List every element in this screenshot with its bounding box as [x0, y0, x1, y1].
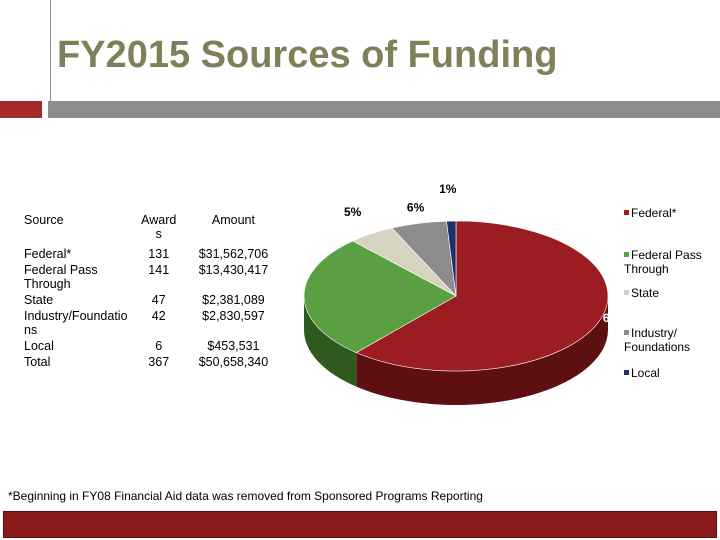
table-row: State 47 $2,381,089 [19, 292, 282, 308]
legend-label: Federal Pass Through [624, 248, 702, 276]
legend-swatch [624, 252, 629, 257]
slide-title: FY2015 Sources of Funding [57, 34, 558, 76]
data-label: 6% [407, 200, 425, 214]
pie-slice [355, 220, 609, 372]
data-label: 62% [603, 311, 627, 325]
cell-amount: $50,658,340 [198, 355, 269, 369]
legend-label: Industry/ Foundations [624, 326, 691, 354]
footer-bar [0, 510, 720, 540]
legend-swatch [624, 370, 629, 375]
pie-slice [446, 220, 457, 297]
funding-table: Source Award s Amount Federal* 131 $31,562… [19, 212, 282, 370]
data-label: 27% [266, 282, 290, 296]
legend-item: Federal Pass Through [624, 248, 720, 276]
cell-source: Total [24, 355, 51, 369]
footnote: *Beginning in FY08 Financial Aid data wa… [8, 489, 483, 503]
cell-amount: $2,830,597 [202, 309, 265, 323]
pie-slice [303, 240, 457, 353]
cell-source: Local [24, 339, 54, 353]
header-vertical-line [50, 0, 51, 101]
table-row: Federal Pass Through 141 $13,430,417 [19, 262, 282, 292]
pie-slice-side [304, 296, 357, 387]
cell-source: Federal* [24, 247, 72, 261]
table-row: Federal* 131 $31,562,706 [19, 246, 282, 262]
cell-source: Federal Pass Through [24, 263, 98, 291]
legend-swatch [624, 210, 629, 215]
data-label: 5% [344, 205, 362, 219]
table-row: Industry/Foundatio ns 42 $2,830,597 [19, 308, 282, 338]
cell-awards: 6 [155, 339, 163, 353]
footer-bar-fill [3, 511, 717, 538]
title-rule-accent [0, 101, 42, 118]
legend-label: Local [631, 366, 660, 380]
table-row: Total 367 $50,658,340 [19, 354, 282, 370]
cell-awards: 42 [151, 309, 166, 323]
legend-label: Federal* [631, 206, 677, 220]
legend-swatch [624, 330, 629, 335]
title-rule [48, 101, 720, 118]
cell-source: State [24, 293, 54, 307]
legend-item: Local [624, 366, 660, 380]
header-source: Source [24, 213, 64, 227]
table-row: Local 6 $453,531 [19, 338, 282, 354]
cell-awards: 131 [148, 247, 170, 261]
data-label: 1% [439, 182, 457, 196]
legend-swatch [624, 290, 629, 295]
cell-source: Industry/Foundatio ns [24, 309, 128, 337]
table-header-row: Source Award s Amount [19, 212, 282, 246]
header-amount: Amount [211, 213, 255, 227]
legend-item: Industry/ Foundations [624, 326, 720, 354]
cell-amount: $31,562,706 [198, 247, 269, 261]
cell-awards: 367 [148, 355, 170, 369]
cell-amount: $453,531 [207, 339, 260, 353]
cell-awards: 141 [148, 263, 170, 277]
header-awards: Award s [141, 213, 177, 241]
cell-amount: $2,381,089 [202, 293, 265, 307]
legend-item: State [624, 286, 659, 300]
legend-item: Federal* [624, 206, 676, 220]
pie-slice-side [356, 296, 608, 405]
cell-amount: $13,430,417 [198, 263, 269, 277]
cell-awards: 47 [151, 293, 166, 307]
legend-label: State [631, 286, 660, 300]
